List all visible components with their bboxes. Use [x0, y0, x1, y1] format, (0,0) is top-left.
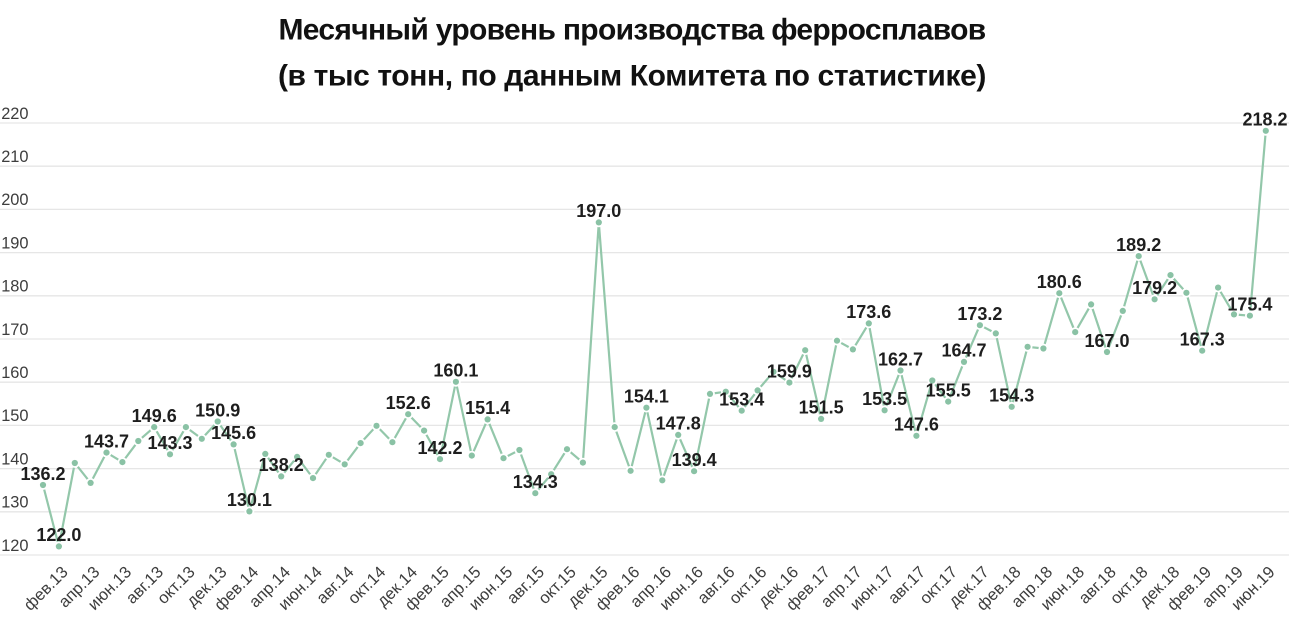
svg-text:147.8: 147.8 [656, 414, 701, 434]
svg-text:159.9: 159.9 [767, 361, 812, 381]
svg-text:153.4: 153.4 [719, 390, 764, 410]
svg-text:160.1: 160.1 [433, 361, 478, 381]
svg-text:153.5: 153.5 [862, 389, 907, 409]
svg-text:155.5: 155.5 [926, 380, 971, 400]
svg-text:151.5: 151.5 [799, 398, 844, 418]
svg-text:167.0: 167.0 [1084, 331, 1129, 351]
svg-text:160: 160 [1, 364, 28, 382]
svg-text:170: 170 [1, 321, 28, 339]
svg-text:152.6: 152.6 [386, 393, 431, 413]
svg-text:197.0: 197.0 [576, 201, 621, 221]
svg-text:167.3: 167.3 [1180, 330, 1225, 350]
svg-text:(в тыс тонн, по данным Комитет: (в тыс тонн, по данным Комитета по стати… [278, 60, 986, 93]
svg-text:154.3: 154.3 [989, 386, 1034, 406]
svg-text:162.7: 162.7 [878, 349, 923, 369]
svg-text:143.7: 143.7 [84, 431, 129, 451]
svg-text:150.9: 150.9 [195, 400, 240, 420]
svg-text:130.1: 130.1 [227, 490, 272, 510]
svg-text:210: 210 [1, 148, 28, 166]
svg-text:139.4: 139.4 [672, 450, 717, 470]
svg-text:130: 130 [1, 494, 28, 512]
svg-text:150: 150 [1, 407, 28, 425]
svg-text:173.6: 173.6 [846, 302, 891, 322]
svg-text:180: 180 [1, 278, 28, 296]
svg-text:122.0: 122.0 [36, 525, 81, 545]
svg-text:145.6: 145.6 [211, 423, 256, 443]
svg-text:189.2: 189.2 [1116, 235, 1161, 255]
svg-text:140: 140 [1, 450, 28, 468]
svg-text:151.4: 151.4 [465, 398, 510, 418]
svg-text:134.3: 134.3 [513, 472, 558, 492]
svg-text:Месячный уровень производства: Месячный уровень производства ферросплав… [278, 14, 985, 47]
svg-text:138.2: 138.2 [259, 455, 304, 475]
svg-text:120: 120 [1, 537, 28, 555]
svg-text:190: 190 [1, 234, 28, 252]
svg-text:142.2: 142.2 [417, 438, 462, 458]
svg-text:136.2: 136.2 [20, 464, 65, 484]
svg-text:154.1: 154.1 [624, 387, 669, 407]
svg-text:218.2: 218.2 [1242, 110, 1287, 130]
svg-text:179.2: 179.2 [1132, 278, 1177, 298]
svg-text:180.6: 180.6 [1037, 272, 1082, 292]
svg-text:220: 220 [1, 105, 28, 123]
svg-text:200: 200 [1, 191, 28, 209]
svg-text:147.6: 147.6 [894, 415, 939, 435]
svg-text:164.7: 164.7 [941, 341, 986, 361]
svg-text:143.3: 143.3 [147, 433, 192, 453]
svg-text:149.6: 149.6 [132, 406, 177, 426]
svg-text:173.2: 173.2 [957, 304, 1002, 324]
svg-text:175.4: 175.4 [1227, 295, 1272, 315]
